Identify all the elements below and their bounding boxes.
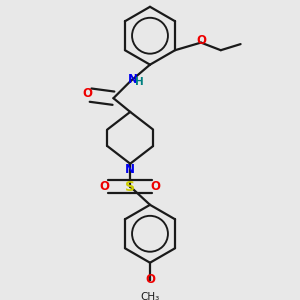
Text: S: S bbox=[125, 179, 135, 194]
Text: N: N bbox=[125, 163, 135, 176]
Text: O: O bbox=[196, 34, 206, 47]
Text: O: O bbox=[151, 180, 161, 193]
Text: H: H bbox=[135, 77, 144, 87]
Text: O: O bbox=[100, 180, 110, 193]
Text: O: O bbox=[145, 273, 155, 286]
Text: O: O bbox=[82, 87, 92, 100]
Text: CH₃: CH₃ bbox=[140, 292, 160, 300]
Text: N: N bbox=[128, 74, 138, 86]
